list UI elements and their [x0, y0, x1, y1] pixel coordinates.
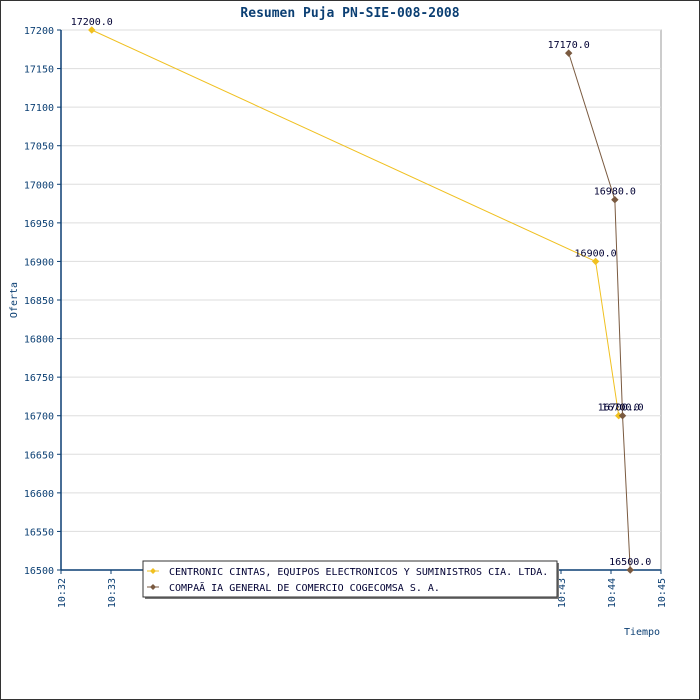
y-tick-label: 17000: [24, 180, 54, 191]
y-tick-label: 16650: [24, 450, 54, 461]
data-point: [88, 26, 96, 34]
y-tick-label: 16800: [24, 335, 54, 346]
data-point: [618, 412, 627, 420]
data-label: 17170.0: [548, 40, 590, 51]
data-point: [591, 257, 600, 266]
data-point: [626, 566, 634, 574]
y-axis-ticks: 16500 16550 16600 16650 16700 16750 16800 16850…: [24, 26, 61, 577]
data-label: 16900.0: [575, 248, 617, 259]
data-labels: 17200.016900.016700.017170.016980.016700…: [71, 17, 652, 568]
y-tick-label: 17050: [24, 142, 54, 153]
y-tick-label: 16900: [24, 257, 54, 268]
y-tick-label: 16850: [24, 296, 54, 307]
data-label: 16980.0: [594, 187, 636, 198]
x-tick-label: 10:32: [57, 578, 68, 608]
y-tick-label: 17150: [24, 65, 54, 76]
data-label: 17200.0: [71, 17, 113, 28]
data-point: [564, 49, 573, 57]
legend-swatch-marker: [150, 584, 156, 590]
y-axis-label: Oferta: [9, 282, 20, 318]
series-layer: [88, 26, 634, 574]
legend-box: [142, 560, 558, 598]
grid: [60, 29, 662, 571]
y-tick-label: 16500: [24, 566, 54, 577]
data-label: 16500.0: [609, 557, 651, 568]
x-tick-label: 10:45: [657, 578, 668, 608]
x-axis-label: Tiempo: [624, 627, 660, 638]
x-tick-label: 10:43: [557, 578, 568, 608]
y-tick-label: 16950: [24, 219, 54, 230]
data-label: 16700.0: [598, 403, 640, 414]
x-tick-label: 10:33: [107, 578, 118, 608]
legend-label: CENTRONIC CINTAS, EQUIPOS ELECTRONICOS Y…: [169, 567, 548, 578]
y-tick-label: 17100: [24, 103, 54, 114]
series-line-2: [568, 52, 631, 571]
x-tick-label: 10:44: [607, 578, 618, 608]
chart-title: Resumen Puja PN-SIE-008-2008: [240, 6, 459, 21]
y-tick-label: 16700: [24, 412, 54, 423]
y-tick-label: 16750: [24, 373, 54, 384]
y-tick-label: 16550: [24, 527, 54, 538]
data-point: [611, 196, 619, 204]
legend-swatch-marker: [150, 568, 156, 574]
legend: CENTRONIC CINTAS, EQUIPOS ELECTRONICOS Y…: [142, 560, 559, 599]
y-tick-label: 16600: [24, 489, 54, 500]
y-tick-label: 17200: [24, 26, 54, 37]
data-label: 16700.0: [601, 403, 643, 414]
legend-label: COMPAÃ IA GENERAL DE COMERCIO COGECOMSA …: [169, 581, 440, 594]
